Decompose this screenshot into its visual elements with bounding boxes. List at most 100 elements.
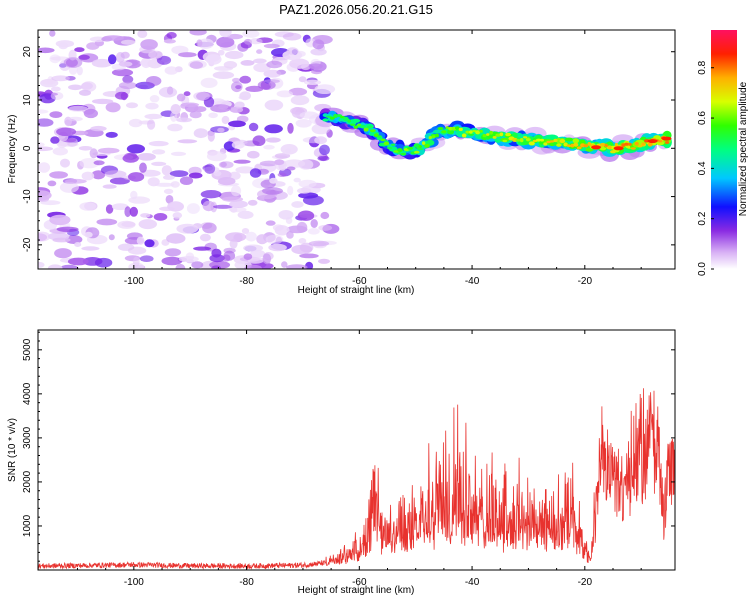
noise-blob — [288, 87, 308, 96]
noise-blob — [111, 203, 129, 211]
signal-ridge-blob — [614, 142, 619, 148]
noise-blob — [264, 124, 283, 134]
noise-blob — [310, 48, 327, 56]
signal-ridge-blob — [499, 132, 504, 137]
noise-blob — [240, 60, 255, 66]
noise-blob — [82, 257, 103, 266]
signal-ridge-blob — [610, 150, 616, 154]
noise-blob — [47, 180, 57, 187]
noise-blob — [248, 122, 259, 132]
noise-blob — [115, 52, 125, 63]
signal-ridge-blob — [634, 141, 639, 146]
signal-ridge-blob — [458, 127, 463, 132]
noise-blob — [299, 253, 319, 259]
signal-ridge-blob — [583, 144, 589, 148]
noise-blob — [297, 210, 315, 221]
noise-blob — [120, 39, 136, 45]
snr-x-tick-label: -100 — [124, 577, 144, 588]
signal-ridge-blob — [489, 130, 494, 135]
noise-blob — [229, 200, 248, 208]
signal-ridge-blob — [428, 136, 432, 140]
snr-y-axis-label: SNR (10 * v/v) — [7, 418, 18, 482]
noise-blob — [102, 35, 125, 41]
snr-x-axis-label: Height of straight line (km) — [298, 585, 415, 596]
signal-ridge-blob — [566, 144, 572, 147]
noise-blob — [252, 135, 266, 146]
noise-blob — [139, 162, 147, 173]
noise-blob — [189, 30, 207, 36]
signal-ridge-blob — [445, 126, 450, 129]
noise-blob — [208, 112, 218, 119]
noise-blob — [225, 232, 247, 242]
signal-ridge-blob — [347, 119, 352, 123]
noise-blob — [38, 118, 54, 127]
noise-blob — [51, 75, 70, 82]
noise-blob — [60, 158, 70, 168]
spectrogram-frame — [37, 29, 676, 270]
noise-blob — [188, 172, 203, 179]
colorbar-label: Normalized spectral amplitude — [738, 81, 749, 216]
noise-blob — [151, 161, 167, 166]
noise-blob — [242, 30, 260, 38]
noise-blob — [308, 240, 330, 247]
colorbar-tick-label: 0.8 — [697, 60, 708, 74]
noise-blob — [76, 66, 83, 76]
noise-blob — [186, 203, 200, 214]
noise-blob — [244, 264, 262, 269]
noise-blob — [299, 242, 314, 253]
noise-blob — [117, 220, 136, 229]
noise-blob — [83, 108, 98, 119]
noise-blob — [193, 246, 212, 251]
signal-ridge-blob — [431, 135, 436, 139]
noise-blob — [320, 211, 330, 220]
noise-blob — [231, 141, 245, 149]
snr-panel: -100 -80 -60 -40 -20 1000 2000 3000 4000 5000 He… — [7, 329, 676, 596]
noise-blob — [147, 177, 160, 187]
snr-x-ticks: -100 -80 -60 -40 -20 — [76, 330, 642, 588]
noise-blob — [200, 190, 222, 199]
signal-ridge-blob — [395, 144, 405, 151]
colorbar-tick-label: 0.2 — [697, 211, 708, 225]
noise-blob — [239, 91, 251, 101]
noise-blob — [196, 39, 203, 47]
noise-blob — [47, 264, 63, 269]
noise-blob — [239, 75, 251, 84]
noise-blob — [222, 254, 231, 262]
noise-blob — [68, 84, 83, 91]
noise-blob — [177, 139, 198, 144]
noise-blob — [97, 147, 120, 154]
snr-marks — [38, 388, 675, 570]
noise-blob — [308, 63, 323, 70]
noise-blob — [287, 185, 294, 196]
signal-ridge-blob — [329, 116, 335, 120]
figure-title: PAZ1.2026.056.20.21.G15 — [279, 2, 433, 17]
spec-y-tick-label: 10 — [22, 94, 33, 106]
signal-ridge-blob — [363, 127, 369, 132]
noise-blob — [105, 131, 118, 138]
noise-blob — [108, 234, 115, 241]
noise-blob — [158, 86, 178, 98]
signal-ridge-blob — [351, 118, 361, 123]
signal-ridge-blob — [369, 129, 376, 133]
snr-y-tick-label: 5000 — [22, 338, 33, 361]
spec-y-tick-label: -20 — [22, 237, 33, 252]
noise-blob — [293, 177, 301, 183]
signal-ridge-blob — [414, 150, 420, 154]
noise-blob — [265, 234, 284, 245]
signal-ridge-blob — [407, 146, 413, 150]
noise-blob — [130, 190, 138, 200]
noise-blob — [50, 136, 60, 144]
noise-blob — [202, 222, 217, 234]
noise-blob — [212, 71, 235, 79]
noise-blob — [79, 89, 91, 96]
signal-ridge-blob — [437, 127, 444, 130]
signal-ridge-blob — [549, 140, 555, 143]
noise-blob — [223, 61, 238, 69]
signal-ridge-blob — [556, 143, 562, 147]
noise-blob — [247, 150, 260, 159]
colorbar-gradient — [711, 30, 737, 269]
noise-blob — [193, 128, 209, 139]
signal-ridge-blob — [492, 136, 497, 139]
